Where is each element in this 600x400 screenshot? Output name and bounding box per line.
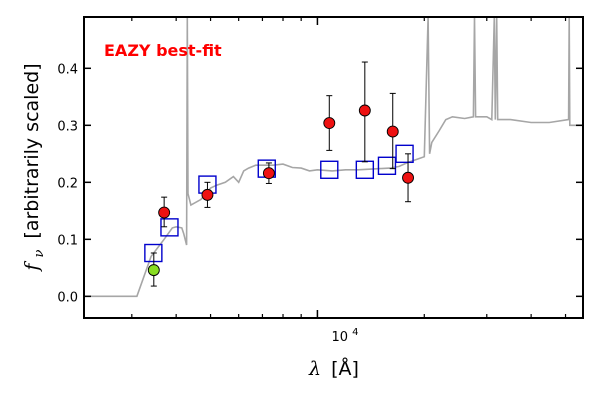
ticks-layer: 0.0 0.1 0.2 0.3 0.4: [57, 17, 583, 318]
x-axis-symbol: λ: [308, 358, 321, 380]
y-tick-label: 0.4: [57, 62, 78, 77]
x-axis-unit: [Å]: [331, 357, 359, 380]
model-photometry-box: [377, 156, 397, 175]
y-tick-label: 0.0: [57, 290, 78, 305]
errorbar-layer: [150, 61, 412, 287]
data-point: [323, 117, 336, 129]
model-photometry-box: [395, 144, 414, 164]
y-tick-label: 0.2: [57, 176, 78, 191]
data-point: [402, 171, 414, 184]
x-tick-label-10000: 10 4: [331, 327, 358, 345]
y-axis-text: [arbitrarily scaled]: [21, 63, 43, 238]
sed-line: [84, 16, 583, 298]
x-tick-exp: 4: [352, 327, 358, 338]
data-point: [358, 104, 371, 117]
y-tick-label: 0.3: [57, 119, 78, 134]
x-tick-base: 10: [331, 330, 348, 345]
lowz-data-point: [147, 264, 160, 277]
y-axis-subscript: ν: [32, 250, 47, 258]
annotation-label: EAZY best-fit: [104, 41, 222, 60]
model-photometry-box: [160, 218, 179, 237]
data-point: [262, 167, 275, 180]
y-axis-symbol: f: [21, 261, 43, 273]
model-photometry-box: [320, 160, 339, 179]
data-point: [158, 206, 171, 219]
plot-frame: [83, 16, 584, 319]
data-point: [386, 125, 399, 138]
sed-layer: [84, 16, 583, 298]
model-box-layer: [144, 144, 414, 263]
y-tick-label: 0.1: [57, 233, 78, 248]
x-axis-label: λ [Å]: [308, 357, 359, 380]
y-axis-label: f ν [arbitrarily scaled]: [21, 63, 48, 272]
data-point: [201, 188, 214, 201]
point-layer: [147, 104, 414, 277]
